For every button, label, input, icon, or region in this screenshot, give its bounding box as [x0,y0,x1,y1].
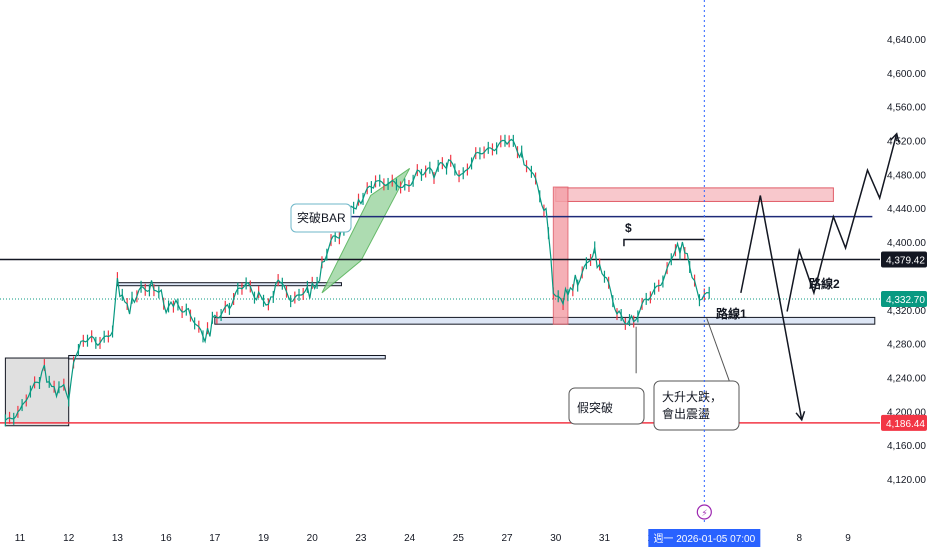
x-tick-label: 23 [355,533,367,544]
drop-zone [552,186,569,325]
support-zone-1 [68,354,386,360]
x-tick-label: 8 [797,533,803,544]
y-tick-label: 4,440.00 [887,204,926,215]
price-line [4,138,710,421]
x-tick-label: 20 [307,533,319,544]
y-tick-label: 4,480.00 [887,170,926,181]
y-tick-label: 4,320.00 [887,306,926,317]
time-cursor-label: 週一 2026-01-05 07:00 [653,533,755,545]
breakout-bar-label: 突破BAR [297,210,346,225]
volatility-label-line2: 會出震盪 [662,406,710,421]
price-tag-label: 4,332.70 [886,295,925,306]
x-tick-label: 17 [209,533,221,544]
resistance-zone [555,187,834,202]
axes-layer: 4,120.00 4,160.00 4,200.00 4,240.00 4,280.00… [15,0,927,547]
x-tick-label: 9 [845,533,851,544]
breakout-zone [321,168,411,294]
x-tick-label: 16 [161,533,173,544]
price-tag [881,251,927,268]
y-tick-label: 4,520.00 [887,137,926,148]
zones-layer [4,168,876,427]
x-tick-label: 25 [453,533,465,544]
price-tag [881,414,927,431]
route-2-path [786,133,898,312]
dollar-bracket [623,238,705,247]
price-layer [4,134,710,427]
volatility-callout [653,380,740,431]
price-tag [881,291,927,308]
y-tick-label: 4,600.00 [887,69,926,80]
route-1-path-arrowhead [795,411,806,422]
x-tick-label: 12 [63,533,75,544]
dollar-label: $ [625,221,632,235]
y-tick-label: 4,160.00 [887,441,926,452]
y-tick-label: 4,400.00 [887,238,926,249]
route-2-label: 路線2 [809,276,840,291]
y-tick-label: 4,280.00 [887,340,926,351]
y-tick-label: 4,640.00 [887,35,926,46]
annotations-layer: 突破BAR $ 假突破 大升大跌， 會出震盪 路線1 路線2 [290,203,840,431]
y-tick-label: 4,120.00 [887,475,926,486]
lightning-icon [696,504,712,520]
route-1-path [740,195,803,420]
lightning-icon-glyph: ⚡ [701,509,707,519]
route-1-label: 路線1 [716,306,747,321]
x-tick-label: 19 [258,533,270,544]
x-tick-label: 31 [599,533,611,544]
x-tick-label: 30 [550,533,562,544]
y-tick-label: 4,240.00 [887,374,926,385]
price-tag-label: 4,186.44 [886,419,925,430]
breakout-bar-callout [290,203,352,233]
x-tick-label: 11 [15,533,26,544]
route-2-path-arrowhead [889,132,900,143]
x-tick-label: 13 [112,533,124,544]
price-tag-label: 4,379.42 [886,255,925,266]
y-tick-label: 4,200.00 [887,407,926,418]
volatility-label-line1: 大升大跌， [662,389,722,404]
y-tick-label: 4,560.00 [887,103,926,114]
routes-layer [740,132,900,422]
false-breakout-callout [568,387,645,425]
x-tick-label: 27 [501,533,513,544]
support-zone-3 [214,316,876,325]
volatility-pointer [706,318,732,387]
false-breakout-label: 假突破 [577,400,613,415]
x-tick-label: 24 [404,533,416,544]
time-cursor-tag [648,529,761,547]
